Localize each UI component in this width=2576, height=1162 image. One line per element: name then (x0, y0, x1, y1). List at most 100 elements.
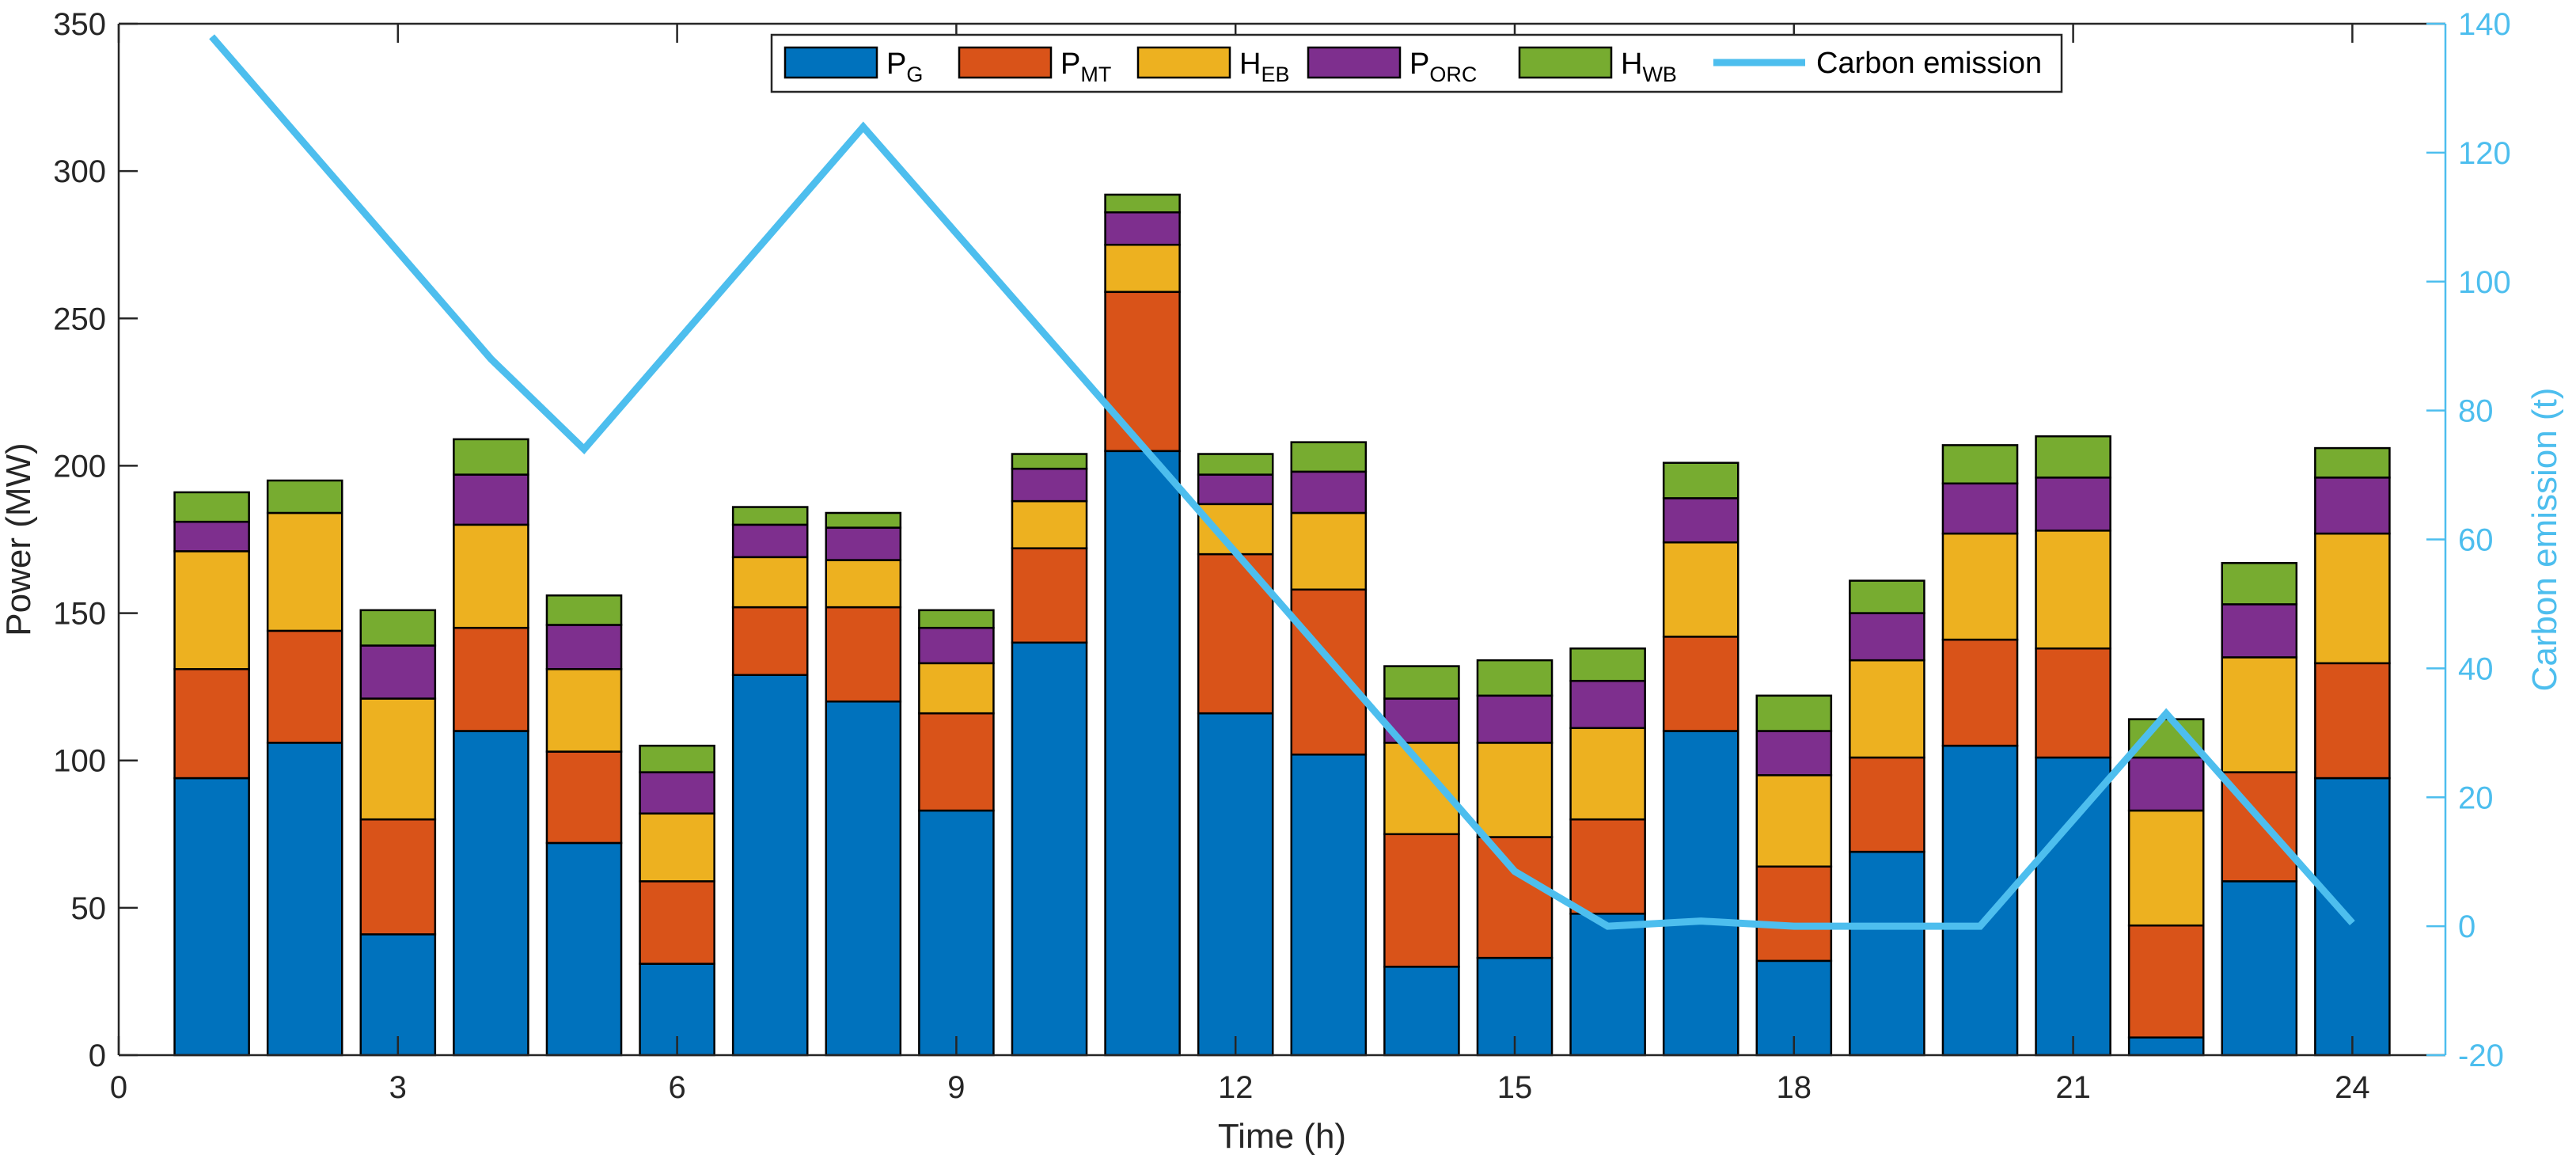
bar-pmt-h20 (1941, 638, 2019, 747)
bar-porc-h13 (1290, 470, 1368, 515)
legend-swatch-pmt (958, 46, 1053, 79)
y2-tick-label: 0 (2458, 909, 2475, 944)
bar-heb-h20 (1941, 532, 2019, 641)
y2-tick-label: 60 (2458, 523, 2494, 558)
y-tick-label: 300 (53, 154, 106, 189)
bar-pmt-h13 (1290, 588, 1368, 756)
bar-hwb-h1 (173, 491, 250, 523)
bar-heb-h12 (1197, 503, 1274, 556)
bar-porc-h8 (825, 526, 902, 561)
bar-porc-h10 (1011, 467, 1088, 503)
bar-hwb-h20 (1941, 444, 2019, 485)
bar-heb-h17 (1662, 541, 1739, 638)
bar-porc-h17 (1662, 497, 1739, 544)
bar-pmt-h2 (266, 629, 343, 744)
bar-pg-h4 (453, 730, 529, 1057)
bar-pmt-h24 (2314, 662, 2391, 780)
bar-pg-h2 (266, 742, 343, 1057)
bar-pg-h13 (1290, 754, 1368, 1057)
bar-heb-h9 (918, 662, 995, 715)
carbon-emission-line (209, 34, 2355, 930)
x-tick-label: 24 (2335, 1070, 2370, 1105)
x-tick-label: 12 (1218, 1070, 1254, 1105)
y-tick-label: 200 (53, 449, 106, 484)
bar-porc-h6 (639, 771, 715, 815)
y2-tick-label: 20 (2458, 780, 2494, 815)
bar-porc-h21 (2035, 477, 2111, 532)
bar-heb-h11 (1104, 243, 1181, 294)
bar-heb-h6 (639, 812, 715, 883)
bar-hwb-h2 (266, 479, 343, 515)
y-tick-label: 350 (53, 7, 106, 42)
bar-hwb-h8 (825, 511, 902, 529)
bar-hwb-h6 (639, 744, 715, 773)
bars-layer (173, 193, 2391, 1057)
bar-heb-h2 (266, 511, 343, 632)
bar-porc-h18 (1755, 730, 1833, 777)
y2-tick-label: -20 (2458, 1039, 2504, 1073)
legend-swatch-hwb (1518, 46, 1613, 79)
bar-pg-h11 (1104, 450, 1181, 1057)
bar-hwb-h3 (359, 609, 437, 647)
bar-pmt-h10 (1011, 547, 1088, 644)
bar-pmt-h17 (1662, 636, 1739, 732)
bar-pg-h19 (1849, 850, 1925, 1057)
bar-heb-h24 (2314, 532, 2391, 665)
bar-hwb-h16 (1569, 647, 1646, 682)
bar-porc-h7 (731, 523, 809, 559)
bar-pmt-h3 (359, 818, 437, 936)
bar-porc-h1 (173, 520, 250, 553)
bar-hwb-h23 (2221, 562, 2298, 606)
bar-pmt-h4 (453, 626, 529, 732)
legend: PG PMT HEB PORC HWB Carbon emission (770, 33, 2063, 93)
bar-heb-h5 (545, 668, 623, 753)
bar-hwb-h14 (1383, 665, 1460, 700)
legend-label-pg: PG (886, 47, 923, 86)
bar-pmt-h15 (1476, 836, 1554, 959)
bar-heb-h7 (731, 556, 809, 609)
legend-swatch-porc (1307, 46, 1402, 79)
axes-layer: 0 3 6 9 12 15 18 21 24 0 50 100 150 200 250 300 350 -20 0 2… (0, 7, 2564, 1156)
legend-label-porc: PORC (1409, 47, 1477, 86)
x-tick-label: 9 (947, 1070, 965, 1105)
legend-swatch-heb (1136, 46, 1231, 79)
bar-hwb-h10 (1011, 453, 1088, 470)
bar-pg-h24 (2314, 777, 2391, 1057)
y2-axis-label: Carbon emission (t) (2525, 388, 2564, 692)
y-axis-label: Power (MW) (0, 442, 38, 636)
bar-pmt-h5 (545, 750, 623, 845)
bar-pmt-h21 (2035, 647, 2111, 759)
bar-hwb-h19 (1849, 579, 1925, 614)
bar-hwb-h24 (2314, 446, 2391, 479)
carbon-line-layer (209, 34, 2355, 930)
bar-heb-h3 (359, 697, 437, 821)
bar-heb-h16 (1569, 727, 1646, 821)
y-tick-label: 150 (53, 597, 106, 632)
legend-label-heb: HEB (1239, 47, 1289, 86)
bar-heb-h4 (453, 523, 529, 629)
bar-pg-h21 (2035, 756, 2111, 1057)
bar-heb-h8 (825, 559, 902, 609)
legend-label-pmt: PMT (1060, 47, 1111, 86)
bar-hwb-h13 (1290, 441, 1368, 473)
bar-porc-h3 (359, 644, 437, 700)
bar-porc-h20 (1941, 482, 2019, 535)
y2-tick-label: 140 (2458, 7, 2511, 42)
bar-heb-h22 (2127, 809, 2205, 927)
y-tick-label: 0 (89, 1039, 106, 1073)
bar-hwb-h4 (453, 438, 529, 476)
legend-label-carbon-emission: Carbon emission (1816, 47, 2042, 80)
bar-heb-h19 (1849, 659, 1925, 759)
bar-pmt-h19 (1849, 756, 1925, 853)
bar-hwb-h9 (918, 609, 995, 629)
bar-heb-h23 (2221, 656, 2298, 773)
x-tick-label: 6 (668, 1070, 685, 1105)
bar-pmt-h14 (1383, 833, 1460, 968)
y2-tick-label: 100 (2458, 265, 2511, 300)
bar-pg-h1 (173, 777, 250, 1057)
bar-pg-h9 (918, 809, 995, 1057)
bar-pmt-h8 (825, 606, 902, 703)
bar-hwb-h18 (1755, 694, 1833, 732)
bar-pg-h14 (1383, 966, 1460, 1057)
